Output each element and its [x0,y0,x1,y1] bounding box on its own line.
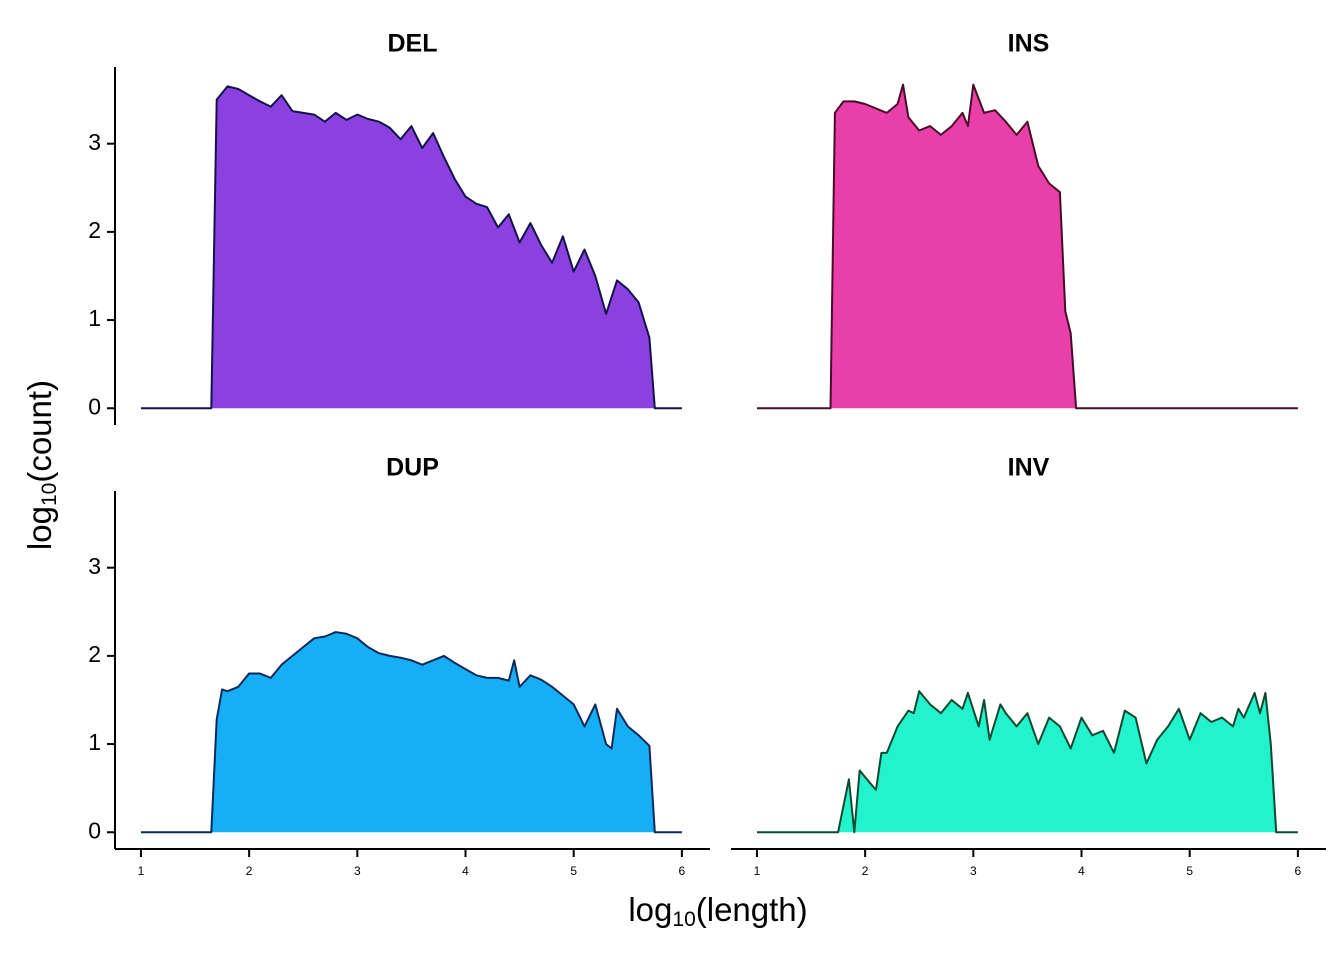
area-fill [141,632,682,833]
area-fill [141,86,682,409]
x-tick-label: 4 [1078,864,1085,878]
y-tick-label: 3 [88,553,101,579]
panel-title: DUP [386,454,439,482]
x-tick-label: 5 [570,864,577,878]
y-tick-label: 1 [88,305,101,331]
x-tick-label: 1 [754,864,761,878]
y-tick-label: 2 [88,217,101,243]
x-axis-label: log10(length) [628,891,807,931]
y-label-suffix: (count) [21,380,58,483]
area-fill [757,691,1298,833]
x-tick-label: 4 [462,864,469,878]
y-tick-label: 0 [88,393,101,419]
x-tick-label: 6 [679,864,686,878]
panel: INV 1 2 3 4 5 6 [731,454,1326,878]
panel: DUP 0 1 2 3 1 2 3 4 5 6 [88,454,710,878]
y-tick-label: 1 [88,729,101,755]
x-label-text: log [628,891,672,928]
x-tick-label: 3 [354,864,361,878]
y-label-text: log [21,506,58,550]
x-tick-label: 6 [1295,864,1302,878]
x-tick-label: 2 [862,864,869,878]
x-tick-label: 3 [970,864,977,878]
area-line [141,631,682,834]
panel-title: DEL [388,30,438,58]
area-fill [757,84,1298,409]
y-tick-label: 2 [88,641,101,667]
x-label-suffix: (length) [696,891,808,928]
panel: INS [757,30,1298,410]
panel: DEL 0 1 2 3 [88,30,682,425]
area-line [757,83,1298,410]
area-line [757,690,1298,834]
y-tick-label: 3 [88,129,101,155]
x-tick-label: 2 [246,864,253,878]
x-tick-label: 5 [1186,864,1193,878]
y-tick-label: 0 [88,817,101,843]
panel-title: INV [1008,454,1050,482]
x-tick-label: 1 [138,864,145,878]
panel-title: INS [1008,30,1050,58]
y-label-subscript: 10 [38,483,61,506]
x-label-subscript: 10 [672,908,695,931]
y-axis-label: log10(count) [21,380,61,550]
area-line [141,85,682,410]
